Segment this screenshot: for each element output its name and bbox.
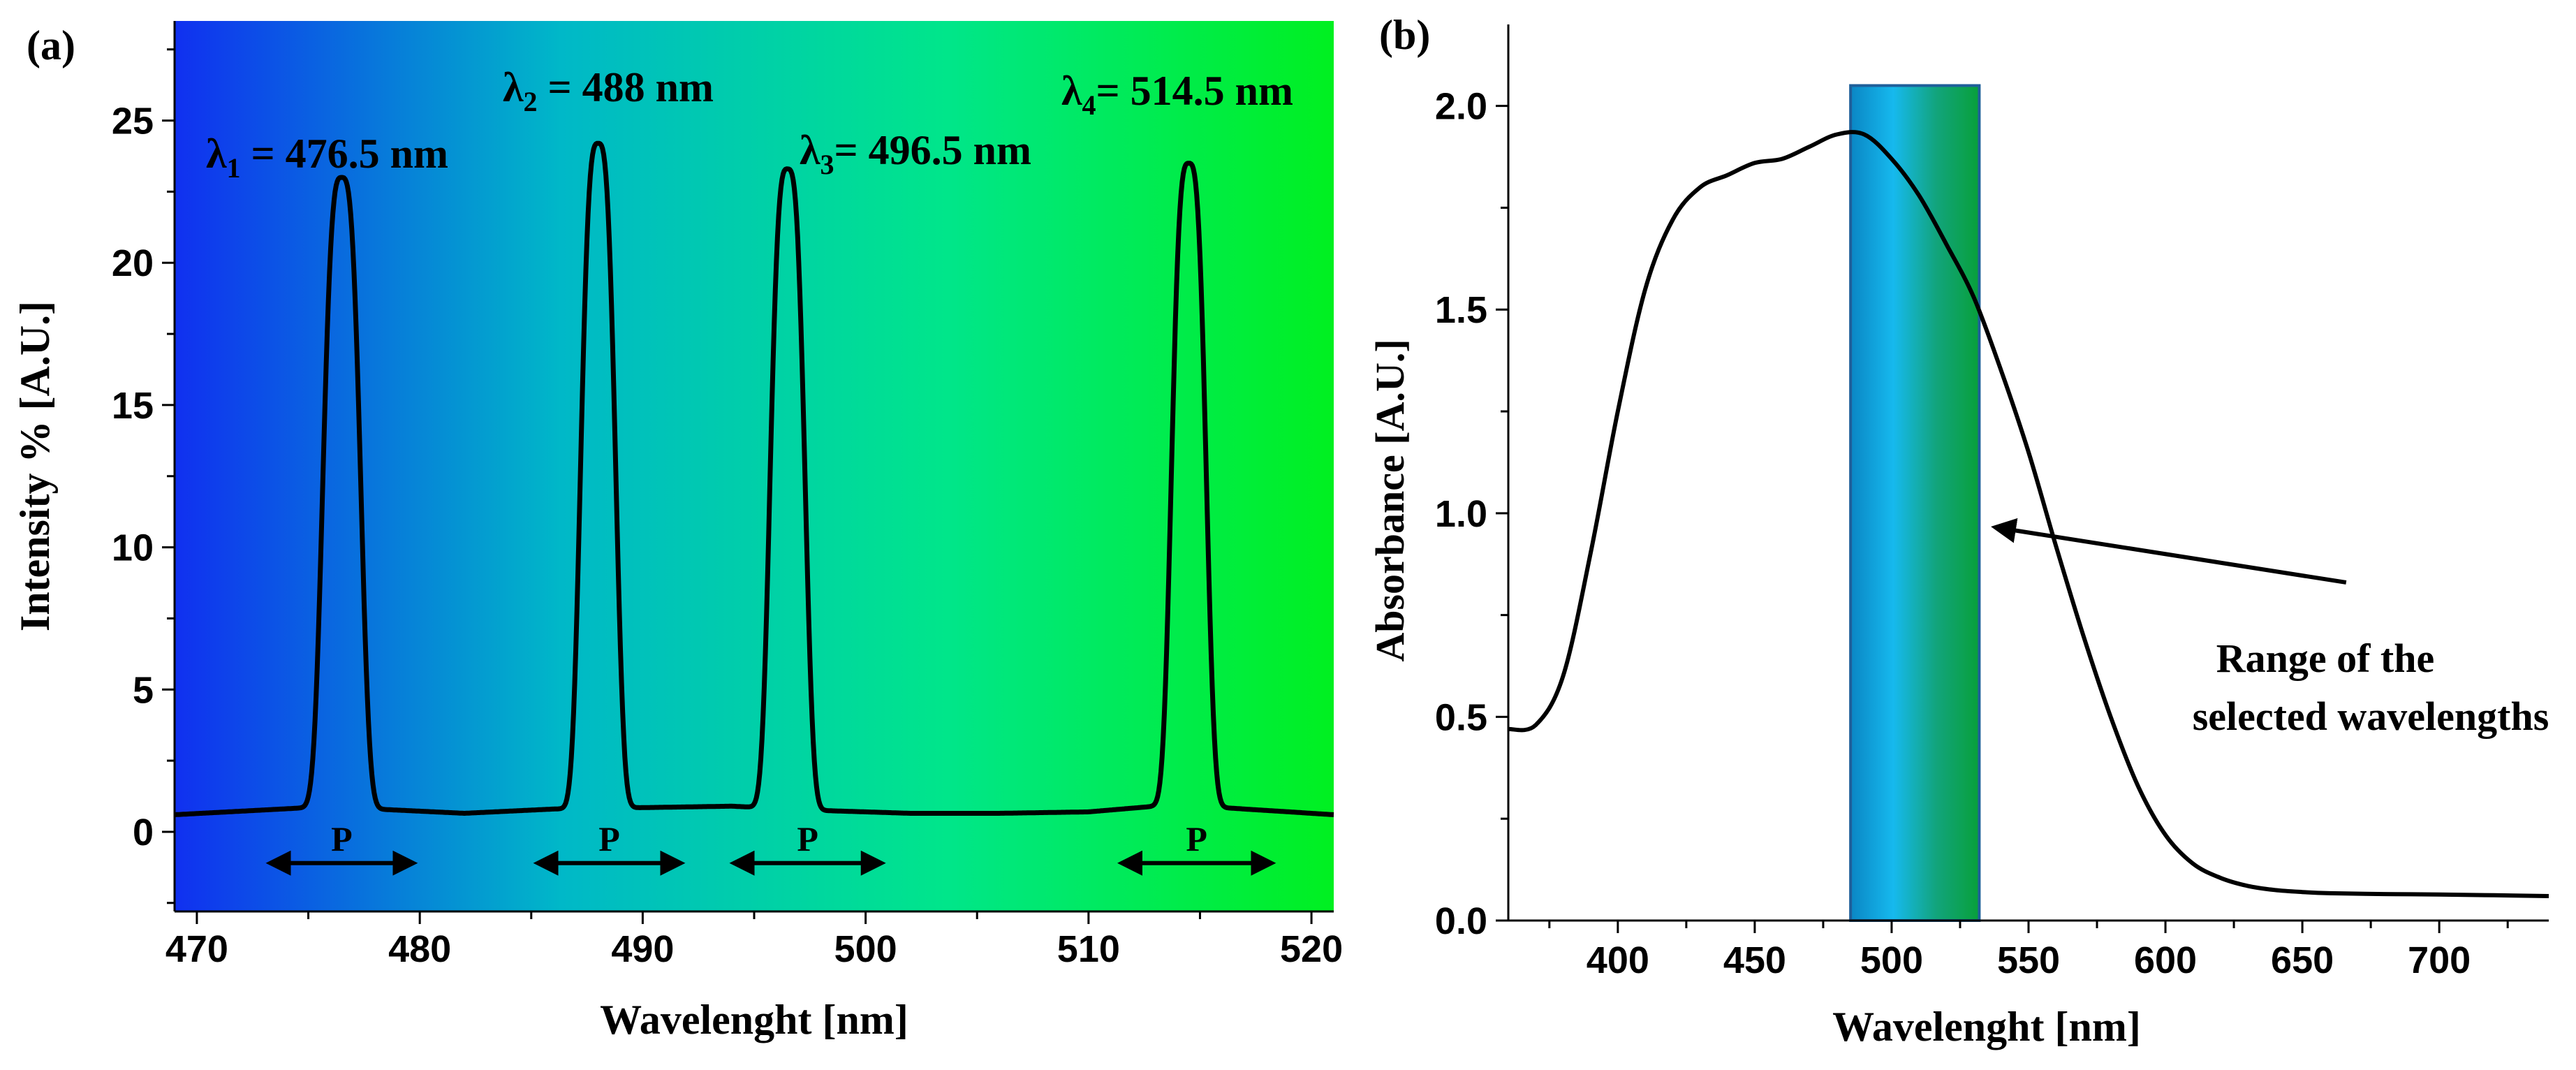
x-ticks: 470 480 490 500 510 520 (165, 911, 1343, 970)
x-tick-label-520: 520 (1280, 928, 1343, 970)
gradient-background (175, 21, 1334, 911)
selected-wavelength-band (1849, 84, 1981, 922)
peak-label-4: λ4= 514.5 nm (1061, 68, 1293, 121)
y-tick-label-0.0: 0.0 (1435, 900, 1487, 942)
x-tick-label-490: 490 (611, 928, 674, 970)
absorbance-line (1508, 130, 2549, 898)
x-tick-label-550: 550 (1997, 939, 2060, 981)
panel-label-b: (b) (1379, 12, 1430, 58)
y-tick-label-20: 20 (112, 242, 154, 284)
p-marker-label-4: P (1186, 819, 1207, 858)
annotation-line-2: selected wavelengths (2193, 694, 2549, 739)
x-tick-label-700: 700 (2408, 939, 2471, 981)
p-marker-label-3: P (797, 819, 818, 858)
peak-label-2: λ2 = 488 nm (503, 64, 714, 117)
x-tick-label-510: 510 (1057, 928, 1120, 970)
y-tick-label-15: 15 (112, 385, 154, 427)
x-tick-label-600: 600 (2134, 939, 2197, 981)
x-axis-label: Wavelenght [nm] (1832, 1004, 2141, 1050)
x-tick-label-470: 470 (165, 928, 228, 970)
x-tick-label-500: 500 (1860, 939, 1923, 981)
peak-label-3: λ3= 496.5 nm (800, 127, 1031, 180)
y-axis-label: Intensity % [A.U.] (12, 301, 58, 631)
intensity-spectrum-line (173, 140, 1335, 817)
y-ticks: 0.0 0.5 1.0 1.5 2.0 (1435, 86, 1508, 942)
y-tick-label-1.5: 1.5 (1435, 289, 1487, 331)
annotation-arrow (1991, 518, 2347, 585)
x-tick-label-480: 480 (388, 928, 451, 970)
x-axis-label: Wavelenght [nm] (600, 997, 908, 1043)
y-tick-label-25: 25 (112, 101, 154, 142)
y-tick-label-0.5: 0.5 (1435, 696, 1487, 738)
x-tick-label-400: 400 (1587, 939, 1649, 981)
panel-label-a: (a) (27, 22, 75, 68)
chart-panel-a: P P P P λ1 = 476.5 nm λ2 = 488 nm λ3= 496.5 n… (12, 21, 1343, 1043)
y-ticks: 0 5 10 15 20 25 (112, 48, 175, 904)
x-ticks: 400 450 500 550 600 650 700 (1548, 921, 2509, 981)
peak-label-1: λ1 = 476.5 nm (206, 131, 448, 184)
p-marker-label-2: P (598, 819, 620, 858)
chart-panel-b: 400 450 500 550 600 650 700 0.0 0.5 1.0 1.5 2.0 Ra… (1367, 12, 2549, 1050)
p-marker-label-1: P (331, 819, 353, 858)
y-tick-label-10: 10 (112, 527, 154, 569)
y-tick-label-2.0: 2.0 (1435, 86, 1487, 128)
peak-labels: λ1 = 476.5 nm λ2 = 488 nm λ3= 496.5 nm λ4= … (206, 64, 1293, 184)
y-axis-label: Absorbance [A.U.] (1367, 339, 1413, 661)
y-tick-label-5: 5 (133, 669, 154, 711)
x-tick-label-450: 450 (1723, 939, 1786, 981)
annotation-line-1: Range of the (2216, 636, 2435, 681)
y-tick-label-1.0: 1.0 (1435, 493, 1487, 535)
y-tick-label-0: 0 (133, 812, 154, 853)
x-tick-label-500: 500 (834, 928, 897, 970)
x-tick-label-650: 650 (2271, 939, 2334, 981)
